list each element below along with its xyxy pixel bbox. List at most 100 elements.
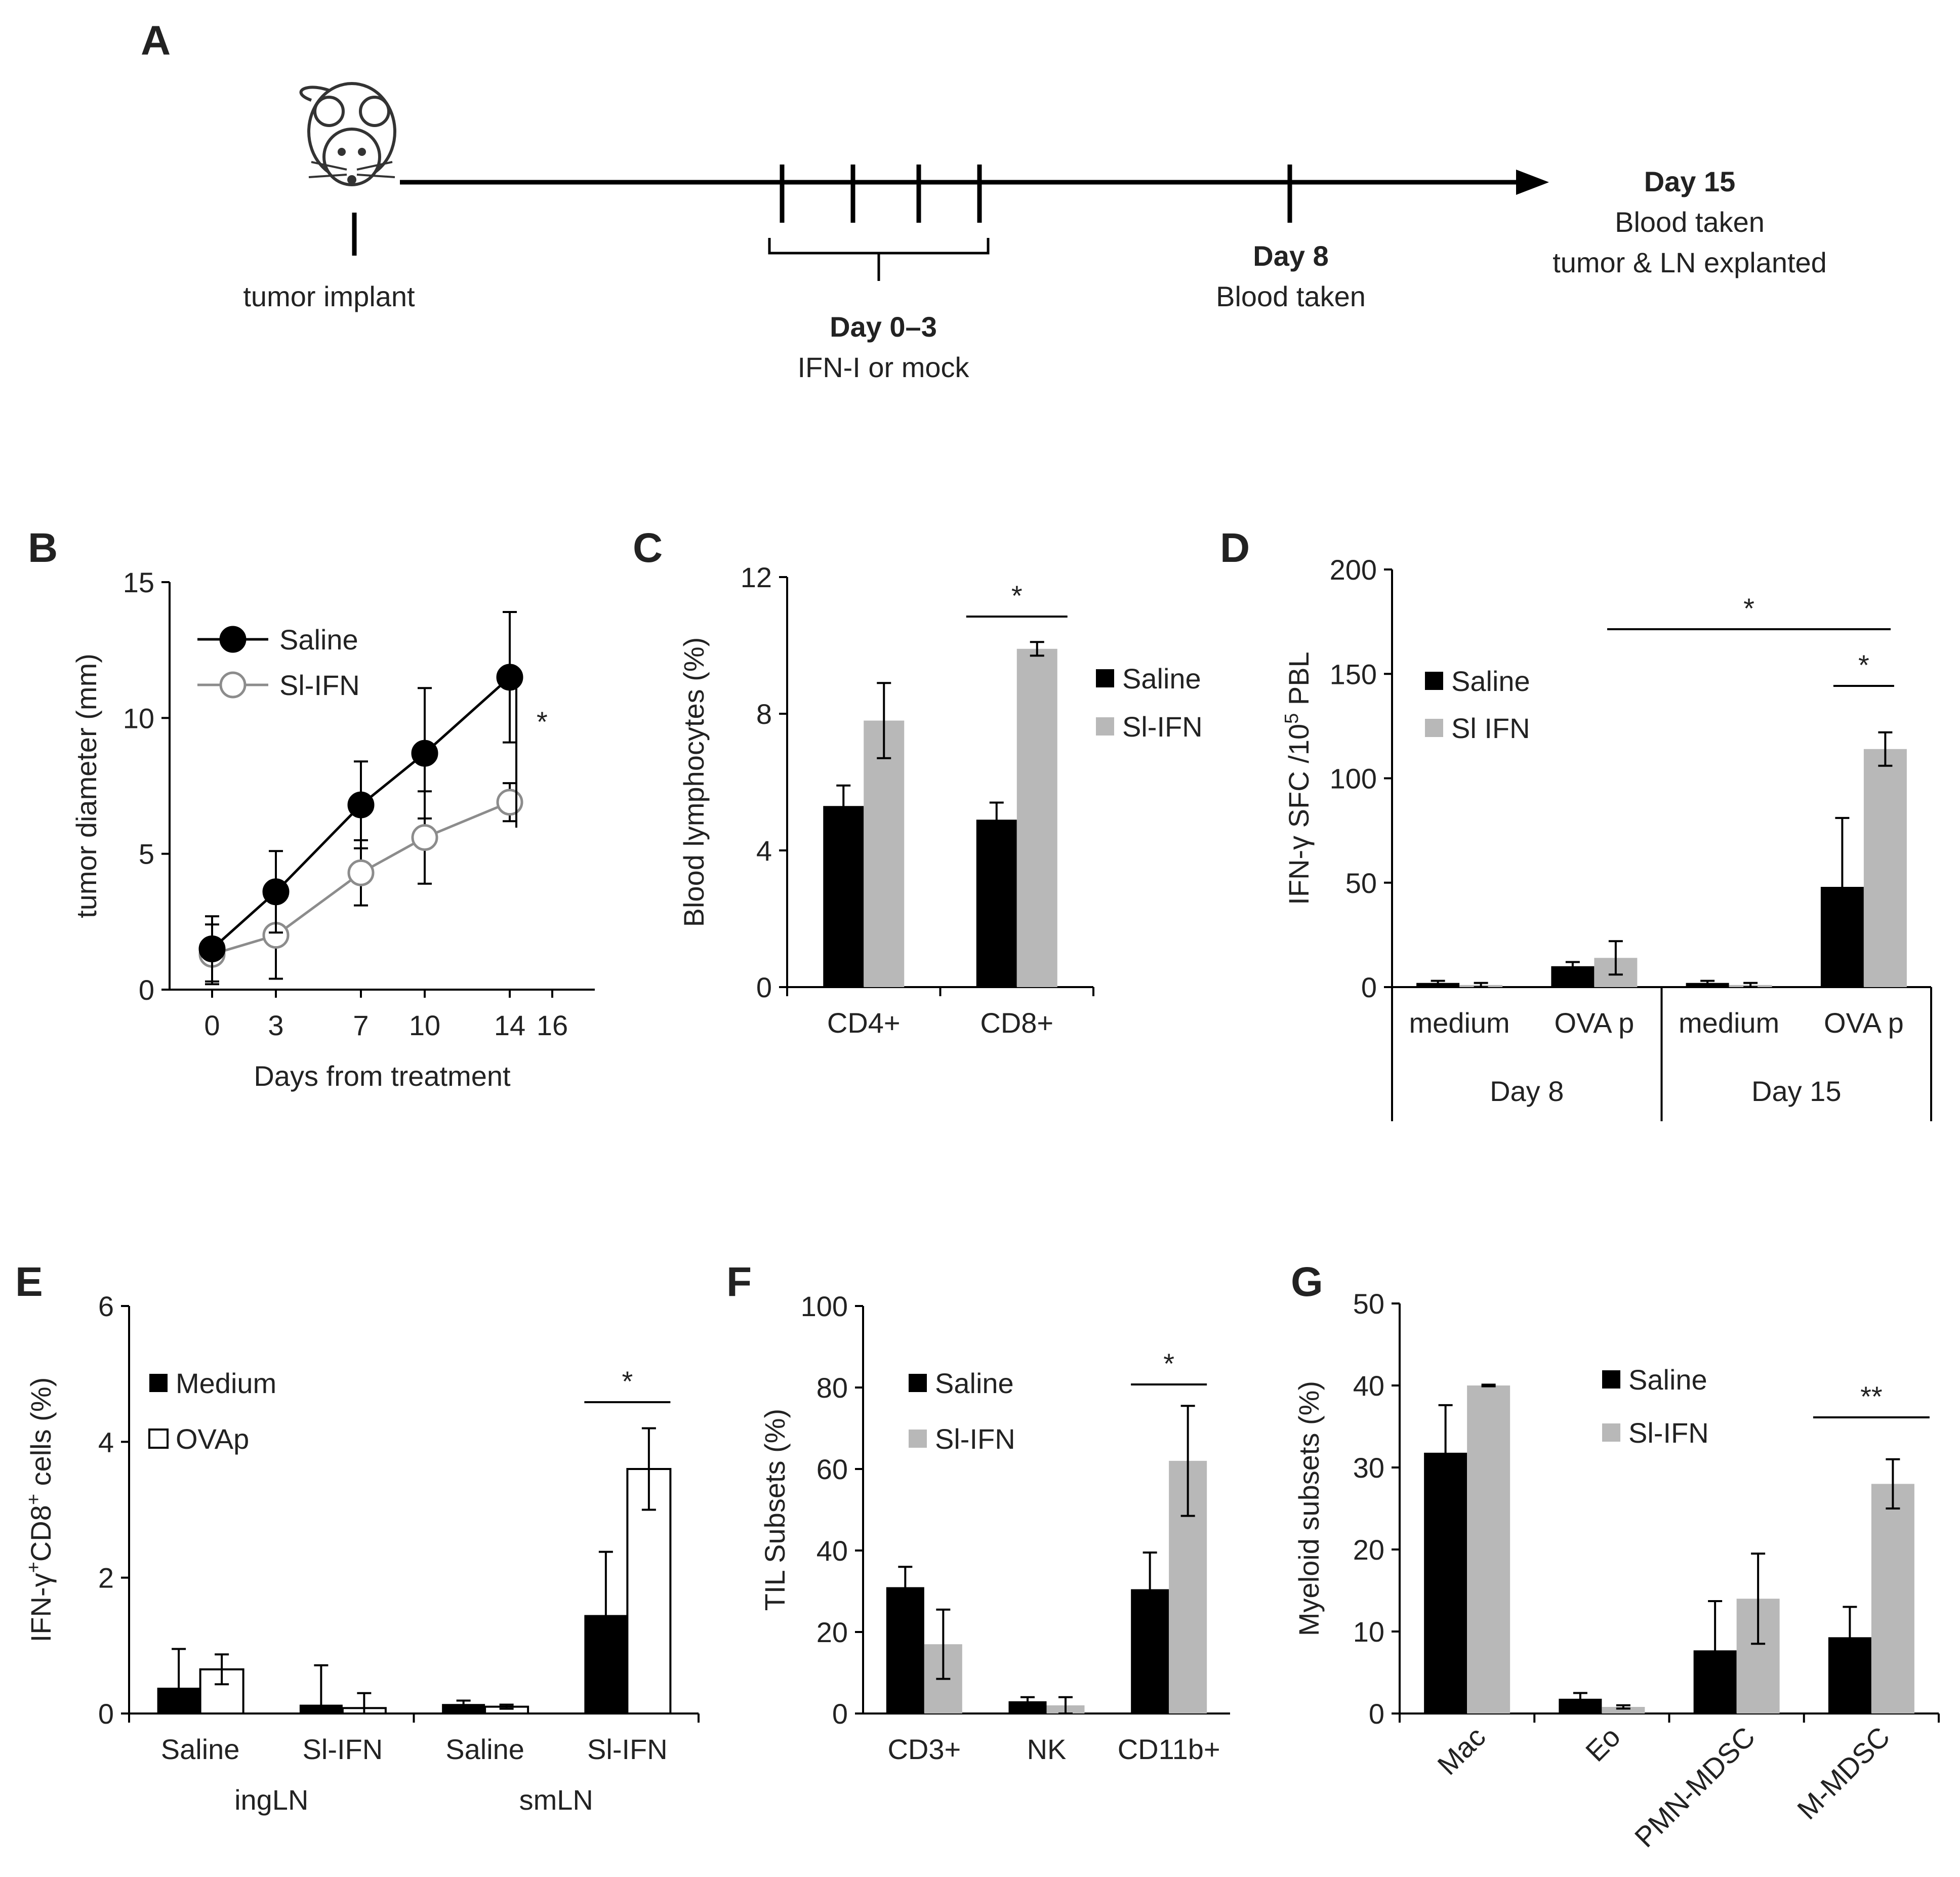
panel-letter-b: B <box>28 525 58 571</box>
legend-label: Saline <box>1451 665 1530 697</box>
bar-sl-ifn-3 <box>1863 749 1907 987</box>
x-tick-label: 7 <box>353 1009 369 1041</box>
y-tick-label: 20 <box>1353 1534 1384 1566</box>
panel-a: A tumor implant Day 0–3 IFN-I or mock Da… <box>141 18 1827 383</box>
y-axis-title-part: + <box>23 1494 45 1505</box>
x-tick-label: medium <box>1679 1007 1779 1039</box>
x-tick-label: CD3+ <box>887 1733 961 1765</box>
mouse-icon <box>301 84 395 185</box>
y-axis-title: TIL Subsets (%) <box>759 1409 791 1611</box>
group-label: Day 8 <box>1490 1075 1564 1107</box>
y-tick-label: 50 <box>1353 1288 1384 1320</box>
treatment-ticks <box>780 165 1292 223</box>
legend-swatch <box>1602 1370 1620 1389</box>
data-point-sl-ifn <box>347 859 375 886</box>
y-tick-label: 40 <box>1353 1370 1384 1402</box>
group-label: smLN <box>519 1784 593 1816</box>
data-point-sl-ifn <box>411 824 438 851</box>
data-point-saline <box>411 740 438 767</box>
implant-label: tumor implant <box>243 280 415 312</box>
x-tick-label: OVA p <box>1824 1007 1904 1039</box>
legend-label: Sl-IFN <box>935 1423 1015 1455</box>
day8-desc: Blood taken <box>1216 280 1366 312</box>
legend-label: Medium <box>176 1367 276 1399</box>
y-tick-label: 0 <box>139 974 154 1006</box>
significance-marker: * <box>537 706 548 738</box>
y-axis-title: Myeloid subsets (%) <box>1293 1381 1325 1636</box>
legend-label: Saline <box>1122 663 1201 695</box>
data-point-saline <box>198 935 226 962</box>
y-tick-label: 40 <box>816 1535 848 1567</box>
significance-marker: * <box>1858 649 1869 681</box>
y-axis-title-part: cells (%) <box>25 1377 57 1494</box>
y-tick-label: 0 <box>832 1698 848 1730</box>
significance-marker: * <box>1163 1348 1174 1379</box>
y-tick-label: 100 <box>1330 763 1377 795</box>
group-label: ingLN <box>234 1784 308 1816</box>
y-axis-title: Blood lymphocytes (%) <box>678 637 710 927</box>
y-axis-title-part: + <box>23 1562 45 1573</box>
legend-swatch <box>1602 1423 1620 1442</box>
x-tick-label: 16 <box>537 1009 568 1041</box>
bar-sl-ifn-1 <box>1602 1707 1645 1713</box>
day8-title: Day 8 <box>1253 240 1328 272</box>
y-axis-title: tumor diameter (mm) <box>70 654 102 918</box>
data-point-sl-ifn <box>496 789 523 816</box>
y-tick-label: 30 <box>1353 1452 1384 1484</box>
x-tick-label: PMN-MDSC <box>1628 1721 1761 1853</box>
x-tick-label: 0 <box>204 1009 220 1041</box>
x-tick-label: OVA p <box>1555 1007 1635 1039</box>
chart-b-tumor-diameter: 0 5 10 15 0 3 7 10 14 16 Days from treatment tumor … <box>70 566 595 1092</box>
legend-label: OVAp <box>176 1423 249 1455</box>
x-tick-label: CD8+ <box>980 1007 1053 1039</box>
x-tick-label: 3 <box>268 1009 283 1041</box>
bar-saline-1 <box>976 820 1017 987</box>
significance-marker: ** <box>1860 1380 1883 1412</box>
y-axis-title-part: IFN-γ <box>25 1573 57 1642</box>
y-tick-label: 20 <box>816 1616 848 1648</box>
chart-f-til-subsets: 0 20 40 60 80 100 CD3+ NK CD11b+ TIL Subsets (%) S… <box>759 1290 1230 1765</box>
legend-label: Sl-IFN <box>1122 711 1203 743</box>
x-tick-label: M-MDSC <box>1791 1721 1896 1825</box>
y-tick-label: 0 <box>756 971 772 1003</box>
y-tick-label: 15 <box>123 566 154 598</box>
y-tick-label: 10 <box>123 702 154 734</box>
y-tick-label: 8 <box>756 698 772 730</box>
x-tick-label: 10 <box>409 1009 440 1041</box>
day15-title: Day 15 <box>1644 166 1736 197</box>
bar-sl-ifn-0 <box>864 720 905 987</box>
panel-letter-d: D <box>1220 525 1250 571</box>
significance-marker: * <box>622 1365 633 1397</box>
bar-ovap-0 <box>199 1668 244 1715</box>
x-tick-label: Sl-IFN <box>587 1733 668 1765</box>
x-tick-label: Sl-IFN <box>303 1733 383 1765</box>
legend-label: Saline <box>279 624 358 656</box>
treatment-day: Day 0–3 <box>830 311 937 343</box>
legend-swatch <box>148 1429 169 1449</box>
x-tick-label: 14 <box>494 1009 525 1041</box>
x-tick-label: NK <box>1027 1733 1067 1765</box>
y-tick-label: 50 <box>1345 867 1377 899</box>
panel-letter-c: C <box>633 525 663 571</box>
panel-letter-e: E <box>15 1259 43 1305</box>
legend-label: Sl IFN <box>1451 712 1530 744</box>
y-axis-title: IFN-γ SFC /105 PBL <box>1281 651 1315 905</box>
legend-swatch <box>1096 669 1114 687</box>
panel-letter-a: A <box>141 18 171 64</box>
significance-marker: * <box>1743 592 1754 624</box>
legend-label: Saline <box>1628 1364 1707 1396</box>
legend-label: Sl-IFN <box>279 669 360 701</box>
timeline-arrowhead <box>1516 170 1549 195</box>
y-tick-label: 5 <box>139 838 154 870</box>
treatment-desc: IFN-I or mock <box>797 351 969 383</box>
y-axis-title-part: CD8 <box>25 1505 57 1562</box>
y-tick-label: 200 <box>1330 554 1377 586</box>
chart-c-blood-lymphocytes: 0 4 8 12 CD4+ CD8+ Blood lymphocytes (%) Saline… <box>678 561 1203 1039</box>
panel-letter-f: F <box>726 1259 752 1305</box>
x-tick-label: medium <box>1409 1007 1510 1039</box>
legend-swatch <box>909 1374 927 1392</box>
x-tick-label: Saline <box>161 1733 240 1765</box>
y-tick-label: 10 <box>1353 1616 1384 1648</box>
